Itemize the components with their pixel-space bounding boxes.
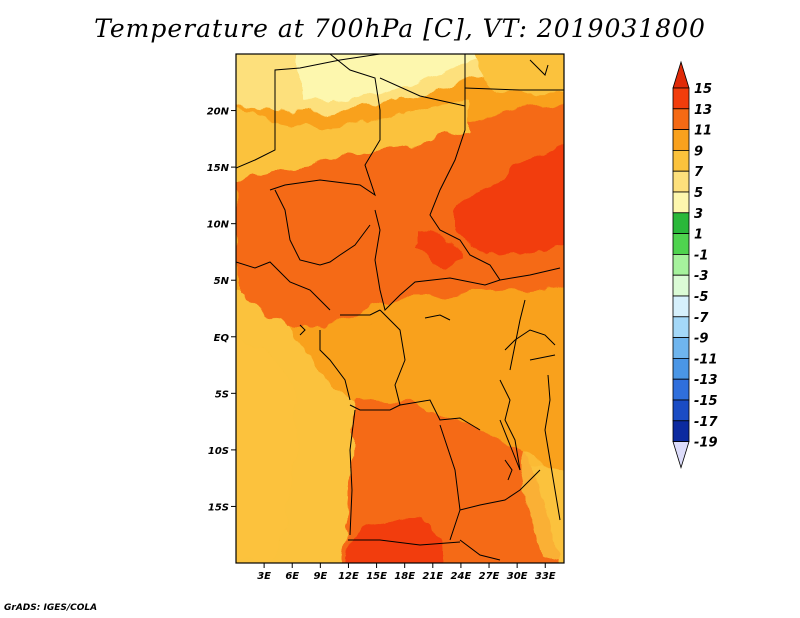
colorbar-swatch	[672, 233, 690, 255]
colorbar-level-label: -13	[694, 373, 718, 388]
colorbar-swatch	[672, 108, 690, 131]
x-tick-label: 21E	[422, 571, 443, 582]
colorbar-level-label: 7	[694, 165, 704, 180]
x-tick-label: 24E	[451, 571, 472, 582]
colorbar-level-label: -3	[694, 269, 708, 284]
x-tick-label: 33E	[535, 571, 556, 582]
y-tick-label: 15S	[208, 502, 229, 513]
x-tick-label: 9E	[313, 571, 327, 582]
map-axes: 3E 6E 9E 12E 15E 18E 21E 24E 27E 30E 33E 20N 15N 10N 5…	[207, 53, 565, 582]
colorbar-swatch	[672, 337, 690, 359]
y-tick-label: EQ	[214, 333, 230, 344]
colorbar-level-label: -19	[694, 436, 718, 451]
colorbar-level-label: -15	[694, 394, 718, 409]
colorbar-level-label: 9	[694, 144, 703, 159]
colorbar-swatch	[672, 191, 690, 214]
y-tick-label: 10N	[207, 220, 230, 231]
colorbar-swatch	[672, 316, 690, 338]
colorbar-bottom-arrow	[672, 441, 690, 469]
country-boundaries	[236, 54, 564, 561]
colorbar-level-label: -1	[694, 248, 708, 263]
colorbar-level-label: -5	[694, 290, 708, 305]
grads-credit: GrADS: IGES/COLA	[4, 603, 98, 613]
colorbar-swatch	[672, 253, 690, 276]
y-tick-label: 20N	[207, 107, 230, 118]
colorbar: 15 13 11 9 7 5 3 1 -1 -3 -5 -7 -9 -11 -13 -15 -17 -19	[672, 60, 718, 469]
colorbar-level-label: 3	[694, 207, 703, 222]
colorbar-level-label: 15	[694, 82, 712, 97]
colorbar-level-label: 1	[694, 228, 703, 243]
colorbar-swatch	[672, 399, 690, 422]
x-tick-label: 27E	[479, 571, 500, 582]
colorbar-level-label: 5	[694, 186, 703, 201]
colorbar-swatch	[672, 274, 690, 297]
colorbar-swatch	[672, 420, 690, 442]
colorbar-level-label: -17	[694, 415, 718, 430]
colorbar-swatch	[672, 357, 690, 380]
colorbar-level-label: -9	[694, 332, 708, 347]
colorbar-swatch	[672, 212, 690, 235]
colorbar-top-arrow	[672, 60, 690, 89]
colorbar-swatch	[672, 129, 690, 151]
colorbar-level-label: -7	[694, 311, 709, 326]
colorbar-swatch	[672, 170, 690, 193]
x-tick-label: 18E	[394, 571, 415, 582]
x-tick-label: 3E	[257, 571, 271, 582]
map-title: Temperature at 700hPa [C], VT: 201903180…	[94, 14, 706, 43]
x-tick-label: 6E	[285, 571, 299, 582]
colorbar-swatch	[672, 295, 690, 318]
colorbar-swatch	[672, 149, 690, 172]
colorbar-level-label: 13	[694, 103, 712, 118]
x-tick-label: 12E	[338, 571, 359, 582]
temperature-field	[236, 54, 564, 563]
y-tick-label: 15N	[207, 163, 230, 174]
colorbar-level-label: 11	[694, 124, 712, 139]
y-tick-label: 5S	[215, 389, 229, 400]
y-tick-label: 10S	[208, 446, 229, 457]
colorbar-swatch	[672, 378, 690, 401]
x-tick-label: 30E	[507, 571, 528, 582]
colorbar-level-label: -11	[694, 352, 718, 367]
plot-frame	[235, 53, 565, 564]
y-tick-label: 5N	[214, 276, 230, 287]
x-tick-label: 15E	[366, 571, 387, 582]
colorbar-swatch	[672, 87, 690, 110]
